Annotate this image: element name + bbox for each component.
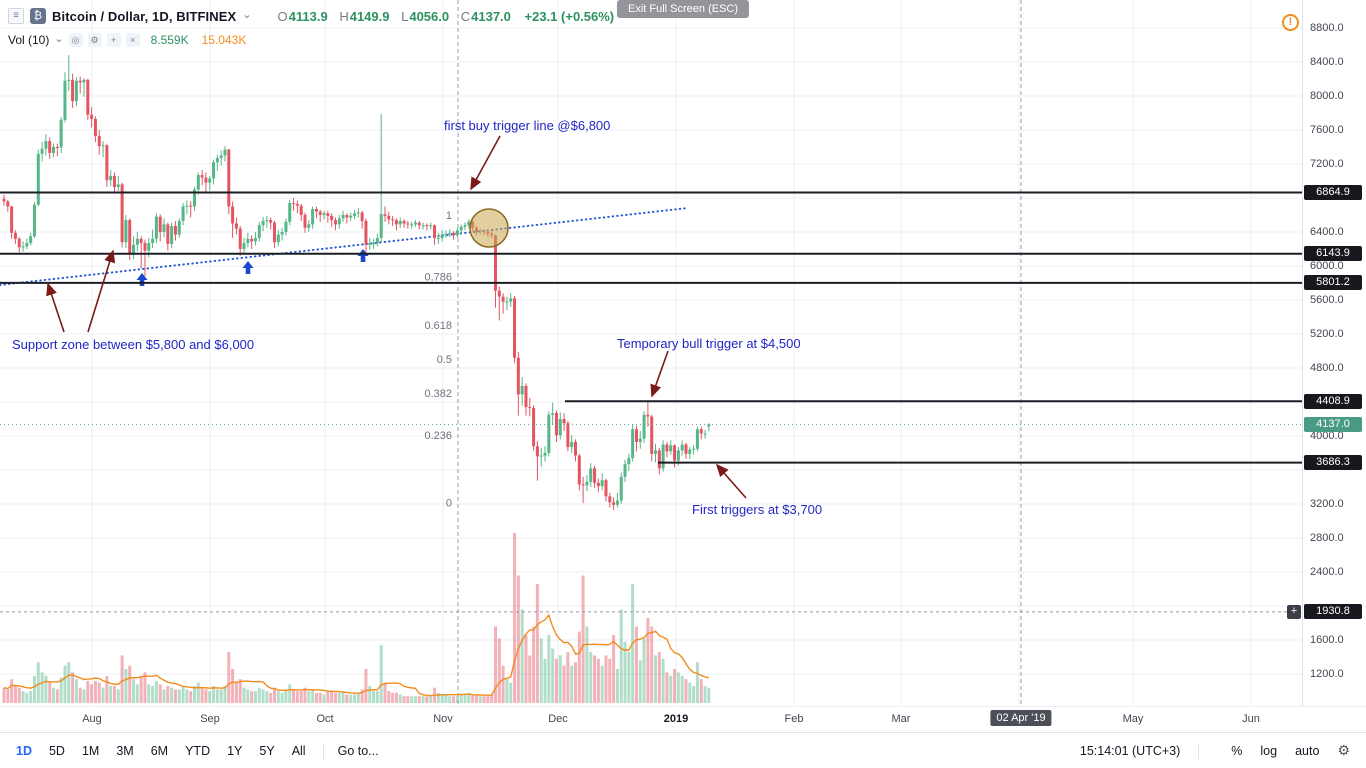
price-tick: 4000.0 bbox=[1310, 430, 1344, 442]
change-value: +23.1 (+0.56%) bbox=[524, 8, 615, 24]
close-icon[interactable]: × bbox=[125, 33, 140, 47]
range-selector: 1D 5D 1M 3M 6M YTD 1Y 5Y All bbox=[16, 744, 323, 758]
annotation-bull-trigger[interactable]: Temporary bull trigger at $4,500 bbox=[617, 336, 801, 351]
settings-gear-icon[interactable]: ⚙ bbox=[1337, 742, 1350, 758]
price-tick: 8800.0 bbox=[1310, 22, 1344, 34]
volume-current-value: 8.559K bbox=[150, 33, 189, 47]
fib-level-label: 0.618 bbox=[424, 320, 452, 332]
low-value: 4056.0 bbox=[409, 8, 450, 24]
price-flag-1930.8: 1930.8 bbox=[1304, 604, 1362, 620]
price-chart[interactable]: 1 0.786 0.618 0.5 0.382 0.236 0 bbox=[0, 0, 1302, 706]
price-tick: 4800.0 bbox=[1310, 362, 1344, 374]
auto-scale-button[interactable]: auto bbox=[1295, 743, 1320, 758]
bottom-toolbar: 1D 5D 1M 3M 6M YTD 1Y 5Y All Go to... 15:14:01 (… bbox=[0, 732, 1366, 768]
time-label-Sep: Sep bbox=[200, 713, 220, 725]
price-tick: 8400.0 bbox=[1310, 56, 1344, 68]
fib-level-label: 0.786 bbox=[424, 272, 452, 284]
menu-button[interactable]: ≡ bbox=[8, 8, 24, 24]
gear-icon[interactable]: ⚙ bbox=[87, 33, 102, 47]
price-flag-4408.9: 4408.9 bbox=[1304, 393, 1362, 409]
low-label: L bbox=[401, 8, 409, 24]
range-YTD[interactable]: YTD bbox=[185, 743, 211, 758]
time-label-Aug: Aug bbox=[82, 713, 102, 725]
volume-ma-value: 15.043K bbox=[201, 33, 247, 47]
open-value: 4113.9 bbox=[288, 8, 328, 24]
chart-pane: 1 0.786 0.618 0.5 0.382 0.236 0 first buy trig… bbox=[0, 0, 1302, 706]
exit-fullscreen-tooltip[interactable]: Exit Full Screen (ESC) bbox=[616, 0, 750, 18]
range-5Y[interactable]: 5Y bbox=[259, 743, 275, 758]
close-value: 4137.0 bbox=[471, 8, 511, 24]
time-axis[interactable]: Aug Sep Oct Nov Dec 2019 Feb Mar May Jun 02 Apr '1… bbox=[0, 706, 1366, 733]
time-label-Mar: Mar bbox=[891, 713, 911, 725]
price-axis[interactable]: 8800.0 8400.0 8000.0 7600.0 7200.0 6400.0 6000… bbox=[1287, 0, 1366, 706]
add-alert-button[interactable]: + bbox=[1287, 604, 1301, 619]
chevron-down-icon[interactable]: ⌄ bbox=[242, 9, 252, 21]
add-icon[interactable]: + bbox=[106, 33, 121, 47]
time-label-Dec: Dec bbox=[548, 713, 568, 725]
eye-icon[interactable]: ◎ bbox=[68, 33, 83, 47]
price-flag-6143.9: 6143.9 bbox=[1304, 246, 1362, 262]
log-scale-button[interactable]: log bbox=[1260, 743, 1278, 758]
bitcoin-logo-icon: ₿ bbox=[30, 8, 46, 24]
range-1Y[interactable]: 1Y bbox=[227, 743, 243, 758]
symbol-title[interactable]: Bitcoin / Dollar, 1D, BITFINEX bbox=[52, 8, 237, 24]
range-1M[interactable]: 1M bbox=[81, 743, 100, 758]
time-axis-marker: 02 Apr '19 bbox=[990, 710, 1052, 726]
ohlc-readout: O4113.9 H4149.9 L4056.0 C4137.0 +23.1 (+… bbox=[270, 9, 615, 24]
annotation-buy-trigger[interactable]: first buy trigger line @$6,800 bbox=[444, 118, 611, 133]
range-6M[interactable]: 6M bbox=[150, 743, 169, 758]
price-tick: 1600.0 bbox=[1310, 634, 1344, 646]
clock[interactable]: 15:14:01 (UTC+3) bbox=[1079, 743, 1181, 758]
time-label-Oct: Oct bbox=[316, 713, 334, 725]
fib-level-label: 0.236 bbox=[424, 430, 452, 442]
chart-header: ≡ ₿ Bitcoin / Dollar, 1D, BITFINEX ⌄ O41… bbox=[8, 7, 614, 47]
price-tick: 5200.0 bbox=[1310, 328, 1344, 340]
close-label: C bbox=[460, 8, 471, 24]
price-flag-3686.3: 3686.3 bbox=[1304, 455, 1362, 471]
range-All[interactable]: All bbox=[291, 743, 306, 758]
toolbar-divider bbox=[322, 742, 324, 759]
volume-indicator-label[interactable]: Vol (10) bbox=[8, 33, 50, 47]
toolbar-divider bbox=[1198, 742, 1200, 759]
price-tick: 8000.0 bbox=[1310, 90, 1344, 102]
range-1D[interactable]: 1D bbox=[16, 743, 32, 758]
time-label-Feb: Feb bbox=[784, 713, 804, 725]
price-tick: 3200.0 bbox=[1310, 498, 1344, 510]
annotation-first-triggers[interactable]: First triggers at $3,700 bbox=[692, 502, 823, 517]
range-3M[interactable]: 3M bbox=[116, 743, 134, 758]
time-label-May: May bbox=[1122, 713, 1144, 725]
price-tick: 6000.0 bbox=[1310, 260, 1344, 272]
price-tick: 1200.0 bbox=[1310, 668, 1344, 680]
time-label-Jun: Jun bbox=[1242, 713, 1260, 725]
annotations-layer: first buy trigger line @$6,800 Support zo… bbox=[12, 118, 823, 517]
price-tick: 2400.0 bbox=[1310, 566, 1344, 578]
price-tick: 2800.0 bbox=[1310, 532, 1344, 544]
fib-level-label: 1 bbox=[446, 210, 452, 222]
range-5D[interactable]: 5D bbox=[48, 743, 65, 758]
fib-level-label: 0.5 bbox=[437, 354, 452, 366]
time-label-2019: 2019 bbox=[663, 713, 689, 725]
percent-scale-button[interactable]: % bbox=[1231, 743, 1243, 758]
chevron-down-icon[interactable]: ⌄ bbox=[54, 33, 64, 45]
price-flag-5801.2: 5801.2 bbox=[1304, 275, 1362, 291]
annotation-support-zone[interactable]: Support zone between $5,800 and $6,000 bbox=[12, 337, 255, 352]
time-label-Nov: Nov bbox=[433, 713, 453, 725]
price-tick: 6400.0 bbox=[1310, 226, 1344, 238]
high-value: 4149.9 bbox=[349, 8, 390, 24]
high-label: H bbox=[339, 8, 349, 24]
price-flag-4137.0: 4137.0 bbox=[1304, 416, 1362, 432]
fib-level-label: 0.382 bbox=[424, 388, 452, 400]
price-tick: 7200.0 bbox=[1310, 158, 1344, 170]
open-label: O bbox=[277, 8, 288, 24]
price-tick: 7600.0 bbox=[1310, 124, 1344, 136]
goto-button[interactable]: Go to... bbox=[337, 743, 379, 758]
price-flag-6864.9: 6864.9 bbox=[1304, 184, 1362, 200]
fib-level-label: 0 bbox=[446, 498, 452, 510]
price-tick: 5600.0 bbox=[1310, 294, 1344, 306]
warning-alert-icon[interactable]: ! bbox=[1282, 14, 1299, 31]
